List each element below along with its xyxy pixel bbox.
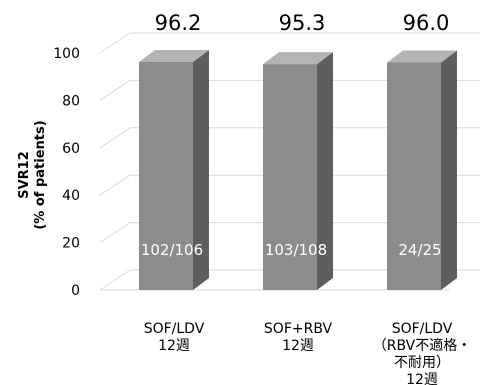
gridline-diag (99, 222, 131, 244)
y-axis-label-line-2: (% of patients) (33, 120, 48, 229)
bar-side (193, 50, 209, 291)
count-label: 102/106 (141, 241, 203, 259)
value-label: 96.2 (155, 11, 202, 35)
category-label-line: 12週 (158, 338, 190, 354)
bar-front (387, 62, 441, 291)
count-label: 103/108 (265, 241, 327, 259)
bar (139, 50, 209, 291)
y-tick-label: 40 (62, 188, 80, 204)
value-label: 96.0 (403, 11, 450, 35)
y-tick-label: 20 (62, 236, 80, 252)
bar-side (441, 50, 457, 291)
bar-front (139, 62, 193, 291)
gridline-diag (99, 32, 131, 54)
gridline-diag (99, 79, 131, 101)
category-label-line: SOF/LDV (144, 321, 205, 337)
y-tick-label: 60 (62, 141, 80, 157)
category-label-line: SOF+RBV (264, 321, 333, 337)
bar (387, 50, 457, 291)
y-tick-label: 0 (71, 283, 80, 299)
category-label-line: 不耐用） (394, 355, 450, 371)
y-axis-label: SVR12 (% of patients) (17, 120, 48, 229)
bar (263, 52, 333, 290)
bar-side (317, 52, 333, 290)
bar-top (263, 52, 333, 65)
category-label-line: （RBV不適格・ (373, 337, 471, 354)
bars (139, 50, 457, 291)
category-label-line: 12週 (282, 338, 314, 354)
bar-top (387, 50, 457, 63)
gridline-diag (99, 269, 131, 291)
category-label-line: 12週 (406, 372, 438, 385)
bar-front (263, 64, 317, 290)
gridline-diag (99, 174, 131, 196)
y-tick-label: 100 (53, 46, 80, 62)
value-label: 95.3 (279, 11, 326, 35)
y-axis-ticks: 0 20 40 60 80 100 (53, 46, 80, 299)
category-label-line: SOF/LDV (392, 321, 453, 337)
value-labels: 96.2 95.3 96.0 (155, 11, 450, 35)
count-labels: 102/106 103/108 24/25 (141, 241, 442, 259)
gridline-diag (99, 127, 131, 149)
y-axis-label-line-1: SVR12 (17, 151, 32, 199)
count-label: 24/25 (398, 241, 441, 259)
bar-top (139, 50, 209, 63)
category-labels: SOF/LDV12週SOF+RBV12週SOF/LDV（RBV不適格・不耐用）1… (144, 321, 472, 385)
y-tick-label: 80 (62, 93, 80, 109)
